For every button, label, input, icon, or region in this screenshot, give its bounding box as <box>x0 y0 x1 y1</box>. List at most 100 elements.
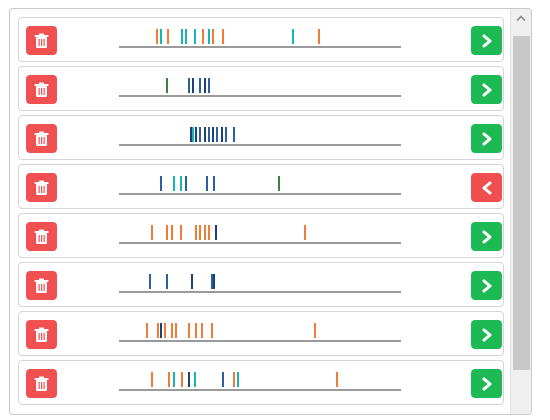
timeline-tick <box>220 127 223 142</box>
move-left-button[interactable] <box>471 173 502 202</box>
chevron-right-icon <box>481 132 493 146</box>
list-item[interactable] <box>18 311 504 356</box>
timeline-tick <box>221 29 224 44</box>
list-item[interactable] <box>18 66 504 111</box>
trash-icon <box>34 82 49 98</box>
chevron-right-icon <box>481 230 493 244</box>
list-item[interactable] <box>18 360 504 405</box>
timeline-tick <box>317 29 320 44</box>
timeline-tick <box>151 225 154 240</box>
timeline-tick <box>336 372 339 387</box>
move-right-button[interactable] <box>471 124 502 153</box>
timeline-baseline <box>119 242 401 244</box>
list-item[interactable] <box>18 17 504 62</box>
timeline-tick <box>172 372 175 387</box>
trash-icon <box>34 131 49 147</box>
timeline-tick <box>203 225 206 240</box>
timeline-tick <box>292 29 295 44</box>
timeline-track <box>119 365 401 391</box>
chevron-right-icon <box>481 328 493 342</box>
delete-button[interactable] <box>26 271 57 300</box>
timeline-track <box>119 218 401 244</box>
timeline-tick <box>206 176 209 191</box>
timeline-baseline <box>119 389 401 391</box>
timeline-tick <box>195 323 198 338</box>
timeline-baseline <box>119 193 401 195</box>
move-right-button[interactable] <box>471 75 502 104</box>
timeline-tick <box>157 323 160 338</box>
timeline-tick <box>179 225 182 240</box>
chevron-right-icon <box>481 279 493 293</box>
chevron-right-icon <box>481 377 493 391</box>
timeline-tick <box>303 225 306 240</box>
timeline-tick <box>207 127 210 142</box>
timeline-tick <box>193 372 196 387</box>
timeline-tick <box>190 274 193 289</box>
list-item[interactable] <box>18 115 504 160</box>
move-right-button[interactable] <box>471 369 502 398</box>
timeline-tick <box>195 127 198 142</box>
timeline-tick <box>212 29 215 44</box>
delete-button[interactable] <box>26 320 57 349</box>
timeline-track <box>119 169 401 195</box>
timeline-baseline <box>119 95 401 97</box>
timeline-tick <box>233 127 236 142</box>
timeline-tick <box>213 176 216 191</box>
chevron-right-icon <box>481 83 493 97</box>
timeline-tick <box>165 274 168 289</box>
timeline-baseline <box>119 144 401 146</box>
timeline-tick <box>278 176 281 191</box>
timeline-tick <box>172 176 175 191</box>
timeline-track <box>119 22 401 48</box>
timeline-tick <box>148 274 151 289</box>
chevron-right-icon <box>481 34 493 48</box>
timeline-tick <box>151 372 154 387</box>
timeline-tick <box>189 127 192 142</box>
timeline-list <box>18 17 504 413</box>
timeline-tick <box>210 323 213 338</box>
list-item[interactable] <box>18 164 504 209</box>
timeline-tick <box>193 29 196 44</box>
vertical-scrollbar[interactable] <box>510 9 531 414</box>
delete-button[interactable] <box>26 222 57 251</box>
timeline-tick <box>181 372 184 387</box>
list-item[interactable] <box>18 262 504 307</box>
timeline-tick <box>195 225 198 240</box>
delete-button[interactable] <box>26 173 57 202</box>
timeline-baseline <box>119 46 401 48</box>
timeline-tick <box>165 78 168 93</box>
timeline-tick <box>313 323 316 338</box>
scroll-up-button[interactable] <box>511 9 531 27</box>
timeline-tick <box>207 78 210 93</box>
timeline-tick <box>175 323 178 338</box>
move-right-button[interactable] <box>471 271 502 300</box>
scroll-thumb[interactable] <box>513 36 530 370</box>
timeline-tick <box>192 127 195 142</box>
timeline-tick <box>166 29 169 44</box>
timeline-tick <box>188 323 191 338</box>
timeline-tick <box>199 78 202 93</box>
timeline-tick <box>210 274 213 289</box>
timeline-tick <box>221 372 224 387</box>
trash-icon <box>34 180 49 196</box>
trash-icon <box>34 278 49 294</box>
move-right-button[interactable] <box>471 320 502 349</box>
timeline-tick <box>179 176 182 191</box>
timeline-tick <box>199 225 202 240</box>
delete-button[interactable] <box>26 124 57 153</box>
delete-button[interactable] <box>26 26 57 55</box>
timeline-tick <box>159 29 162 44</box>
move-right-button[interactable] <box>471 26 502 55</box>
move-right-button[interactable] <box>471 222 502 251</box>
delete-button[interactable] <box>26 75 57 104</box>
list-item[interactable] <box>18 213 504 258</box>
timeline-tick <box>207 29 210 44</box>
timeline-tick <box>203 78 206 93</box>
timeline-tick <box>181 29 184 44</box>
list-panel <box>9 8 532 415</box>
timeline-tick <box>212 127 215 142</box>
timeline-tick <box>185 29 188 44</box>
timeline-tick <box>202 29 205 44</box>
timeline-tick <box>192 78 195 93</box>
delete-button[interactable] <box>26 369 57 398</box>
